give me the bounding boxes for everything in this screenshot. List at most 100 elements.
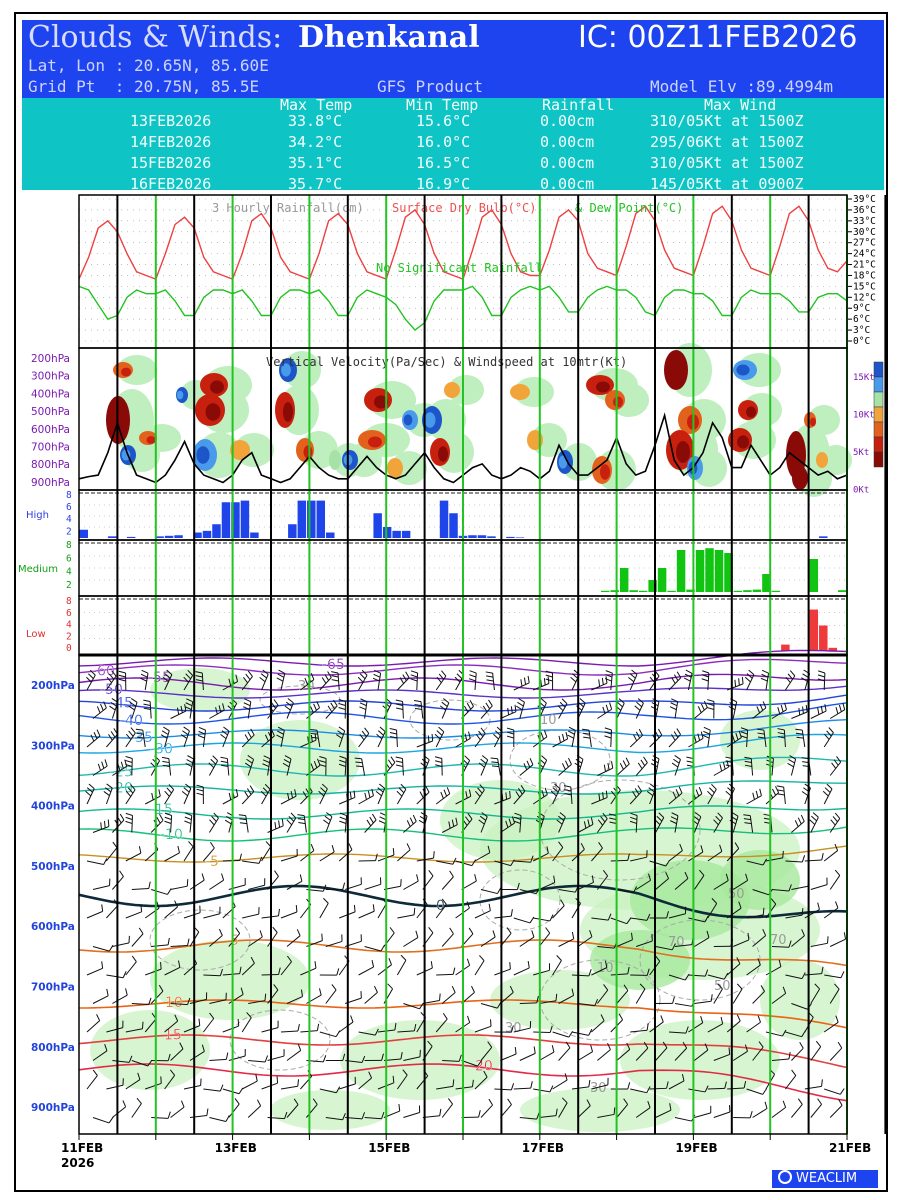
wind-barb-feather xyxy=(741,676,744,684)
wind-barb xyxy=(337,673,340,691)
wind-barb xyxy=(436,860,453,865)
wind-barb xyxy=(170,944,188,947)
vv-core xyxy=(368,436,382,448)
wind-barb xyxy=(750,758,754,776)
wind-barb-feather xyxy=(630,816,638,820)
wind-barb xyxy=(183,730,190,748)
wind-barb-feather xyxy=(331,845,335,853)
wind-barb-feather xyxy=(448,821,451,829)
wind-barb xyxy=(131,702,138,719)
wind-barb xyxy=(319,1088,337,1094)
wind-barb-feather xyxy=(582,732,590,735)
wind-barb-feather xyxy=(791,1069,797,1076)
wind-barb xyxy=(784,675,796,691)
wind-barb-feather xyxy=(183,787,190,793)
wind-barb-feather xyxy=(467,1015,471,1023)
wind-barb-feather xyxy=(243,702,251,707)
wind-barb xyxy=(791,935,805,947)
wind-barb-feather xyxy=(545,670,553,674)
wind-barb-feather xyxy=(618,1013,624,1021)
wind-barb-feather xyxy=(814,983,820,990)
wind-barb xyxy=(635,815,638,833)
wind-barb xyxy=(358,1031,376,1036)
wind-barb xyxy=(610,973,628,976)
wind-barb-feather xyxy=(313,703,317,711)
wind-barb-feather xyxy=(90,734,95,742)
wind-barb-feather xyxy=(239,853,242,861)
wind-barb-feather xyxy=(239,966,242,974)
wind-barb-feather xyxy=(619,762,624,770)
temp-tick-label: 36°C xyxy=(853,205,876,216)
wind-barb xyxy=(752,1108,768,1118)
level-label: 900hPa xyxy=(31,1102,75,1114)
wind-barb-feather xyxy=(469,674,477,678)
wind-barb-feather xyxy=(622,760,627,767)
wind-barb-feather xyxy=(415,930,419,938)
wind-barb xyxy=(668,792,683,805)
wind-barb-feather xyxy=(359,673,366,680)
wind-barb-feather xyxy=(618,698,625,704)
wind-barb xyxy=(655,817,665,833)
wind-barb-feather xyxy=(136,736,145,739)
wind-barb-feather xyxy=(235,674,239,682)
wind-barb-feather xyxy=(372,677,380,682)
wind-barb-feather xyxy=(743,818,751,821)
wind-barb xyxy=(674,1047,688,1061)
wind-barb xyxy=(86,860,104,866)
wind-barb-feather xyxy=(374,1028,379,1036)
wind-barb-feather xyxy=(361,669,368,676)
wind-barb-feather xyxy=(587,819,590,827)
wind-barb-feather xyxy=(553,875,556,883)
wind-barb-feather xyxy=(795,728,803,731)
wind-barb xyxy=(164,1020,178,1033)
wind-barb-feather xyxy=(260,790,267,797)
wind-barb-feather xyxy=(379,816,387,821)
wind-barb-feather xyxy=(609,821,617,825)
wind-barb-feather xyxy=(698,786,703,794)
wind-barb-feather xyxy=(759,703,764,711)
wind-barb-feather xyxy=(702,670,710,674)
wind-barb-feather xyxy=(208,762,215,768)
wind-barb-feather xyxy=(704,969,709,977)
temp-tick-label: 30°C xyxy=(853,227,876,238)
wind-barb-feather xyxy=(148,997,152,1005)
wind-barb-feather xyxy=(297,1043,302,1051)
wind-barb-feather xyxy=(697,733,701,741)
wind-barb-feather xyxy=(843,932,847,940)
wind-barb-feather xyxy=(434,733,441,740)
wind-barb xyxy=(726,1020,741,1033)
wind-barb xyxy=(203,1018,215,1033)
wind-barb-feather xyxy=(467,813,473,820)
wind-barb xyxy=(280,961,292,976)
wind-barb-feather xyxy=(342,1053,346,1061)
wind-barb-feather xyxy=(125,733,132,740)
wind-barb xyxy=(597,1113,615,1118)
medium-tick: 8 xyxy=(66,540,72,551)
wind-barb-feather xyxy=(678,786,683,794)
wind-barb-feather xyxy=(375,790,382,797)
wind-barb-feather xyxy=(583,736,591,739)
wind-barb-feather xyxy=(695,789,700,797)
wind-barb-feather xyxy=(339,812,347,817)
wind-barb xyxy=(325,705,338,719)
wind-barb-feather xyxy=(316,1023,320,1031)
wind-barb-feather xyxy=(789,670,796,677)
wind-barb-feather xyxy=(246,1012,252,1018)
wind-barb xyxy=(361,758,366,776)
wind-barb xyxy=(727,1087,745,1090)
wind-barb-feather xyxy=(640,759,646,766)
wind-barb xyxy=(403,1003,420,1010)
medium-bar xyxy=(638,590,648,592)
wind-barb-feather xyxy=(316,701,321,708)
wind-barb-feather xyxy=(195,671,203,674)
wind-barb xyxy=(358,795,374,805)
wind-barb-feather xyxy=(842,702,846,710)
wind-barb xyxy=(280,730,285,748)
wind-barb xyxy=(577,1051,593,1061)
isotherm-label: 5 xyxy=(230,933,239,949)
wind-barb xyxy=(668,913,686,919)
wind-barb xyxy=(436,1085,454,1090)
rh-shade xyxy=(240,720,360,800)
wind-barb xyxy=(377,788,386,805)
wind-barb xyxy=(688,1088,706,1093)
